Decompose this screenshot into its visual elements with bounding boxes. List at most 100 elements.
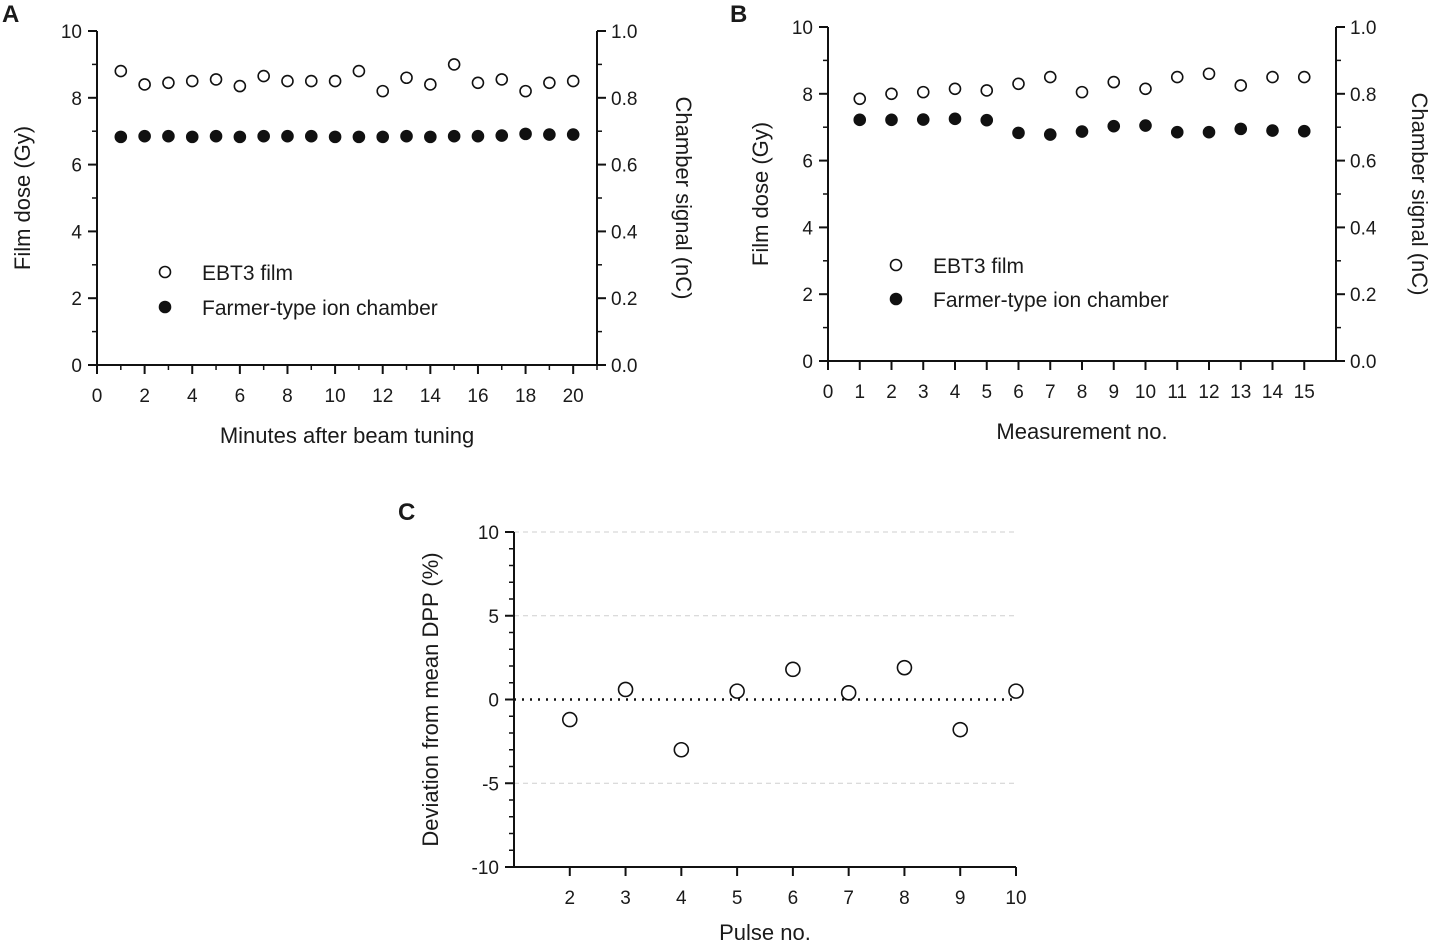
film-data-point [328, 74, 342, 88]
film-data-point [853, 92, 867, 106]
film-data-point [400, 71, 413, 85]
y-tick-label: 10 [478, 523, 499, 544]
x-tick-label: 4 [187, 386, 198, 407]
x-tick-label: 6 [788, 888, 799, 909]
deviation-data-point [840, 684, 857, 701]
legend-marker-chamber [158, 300, 172, 314]
chamber-data-point [1297, 124, 1311, 138]
deviation-data-point [785, 661, 801, 678]
x-tick-label: 14 [420, 386, 442, 407]
panel-label-c: C [398, 499, 415, 526]
legend-label-film: EBT3 film [202, 262, 293, 285]
y2-axis-title: Chamber signal (nC) [1407, 93, 1430, 296]
panel-a-chart: A 0 2 4 6 8 10 0.0 0.2 0.4 0.6 0.8 1.0 0 2 4 6 8 10 12 14 16… [2, 1, 696, 448]
legend-marker-film [158, 265, 172, 279]
film-data-point [1202, 67, 1216, 81]
chamber-data-point [447, 129, 461, 143]
x-tick-label: 14 [1262, 382, 1284, 403]
y2-tick-label: 0.8 [611, 89, 637, 110]
legend-label-film: EBT3 film [933, 255, 1024, 278]
x-tick-label: 10 [325, 386, 346, 407]
deviation-data-point [896, 659, 913, 676]
x-tick-label: 4 [676, 888, 687, 909]
chamber-data-point [948, 112, 962, 126]
film-data-point [980, 84, 994, 97]
y2-tick-label: 0.2 [1350, 285, 1376, 306]
x-tick-label: 8 [282, 386, 293, 407]
x-axis-title: Minutes after beam tuning [220, 423, 474, 448]
x-tick-label: 13 [1230, 382, 1251, 403]
x-tick-label: 15 [1294, 382, 1315, 403]
chamber-data-point [916, 113, 930, 126]
x-tick-label: 3 [918, 382, 929, 403]
y-tick-label: 6 [802, 152, 813, 173]
chamber-data-point [566, 128, 580, 141]
panel-c-chart: C -10 -5 0 5 10 2 3 4 5 6 7 8 9 10 Pulse no. Deviation … [398, 499, 1027, 945]
y-tick-label: 4 [71, 222, 82, 243]
chamber-data-point [1170, 125, 1184, 139]
chamber-data-point [1075, 125, 1089, 138]
x-tick-label: 2 [886, 382, 897, 403]
x-tick-label: 10 [1005, 888, 1026, 909]
y-tick-label: 8 [71, 89, 82, 110]
chamber-data-point [1107, 119, 1121, 133]
film-data-point [1012, 77, 1025, 91]
chamber-data-point [185, 130, 199, 144]
x-tick-label: 1 [854, 382, 865, 403]
x-tick-label: 11 [1167, 382, 1187, 403]
x-tick-label: 4 [950, 382, 961, 403]
x-tick-label: 5 [732, 888, 743, 909]
legend-label-chamber: Farmer-type ion chamber [202, 297, 438, 320]
legend-label-chamber: Farmer-type ion chamber [933, 289, 1169, 312]
x-tick-label: 9 [1108, 382, 1119, 403]
y-tick-label: 10 [792, 18, 813, 39]
x-axis-title: Measurement no. [996, 419, 1167, 444]
film-data-point [1234, 79, 1248, 92]
y-tick-label: 2 [802, 285, 813, 306]
film-data-point [1075, 85, 1089, 99]
film-data-point [304, 74, 318, 88]
x-tick-label: 6 [1013, 382, 1024, 403]
deviation-data-point [729, 683, 745, 699]
film-data-point [447, 58, 461, 71]
chamber-data-point [257, 129, 270, 143]
film-data-point [948, 82, 962, 96]
y2-tick-label: 0.6 [611, 156, 637, 177]
panel-a-marks: 0 2 4 6 8 10 0.0 0.2 0.4 0.6 0.8 1.0 0 2 4 6 8 10 12 14 16 18… [10, 22, 696, 448]
film-data-point [1266, 70, 1279, 84]
film-data-point [376, 84, 390, 98]
chamber-data-point [400, 129, 413, 143]
chamber-data-point [1234, 122, 1248, 136]
film-data-point [495, 73, 509, 86]
chamber-data-point [980, 113, 994, 127]
film-data-point [566, 74, 580, 88]
film-data-point [162, 76, 175, 90]
x-tick-label: 2 [139, 386, 150, 407]
legend-marker-film [889, 258, 903, 272]
chamber-data-point [162, 129, 175, 143]
x-tick-label: 0 [823, 382, 834, 403]
deviation-data-point [952, 721, 969, 738]
film-data-point [233, 79, 247, 93]
x-tick-label: 5 [981, 382, 992, 403]
y2-tick-label: 1.0 [611, 22, 637, 43]
chamber-data-point [885, 113, 898, 127]
chamber-data-point [543, 128, 556, 141]
x-tick-label: 6 [235, 386, 246, 407]
chamber-data-point [138, 129, 151, 143]
deviation-data-point [617, 681, 634, 698]
y2-tick-label: 0.4 [1350, 218, 1377, 239]
chamber-data-point [1139, 119, 1152, 132]
x-tick-label: 12 [1198, 382, 1219, 403]
film-data-point [543, 76, 556, 90]
y-tick-label: 0 [71, 356, 82, 377]
chamber-data-point [376, 130, 390, 144]
x-tick-label: 8 [1077, 382, 1088, 403]
film-data-point [138, 78, 151, 91]
x-tick-label: 9 [955, 888, 966, 909]
panel-label-a: A [2, 1, 19, 28]
x-tick-label: 2 [564, 888, 575, 909]
y-tick-label: 8 [802, 85, 813, 106]
chamber-data-point [304, 129, 318, 143]
